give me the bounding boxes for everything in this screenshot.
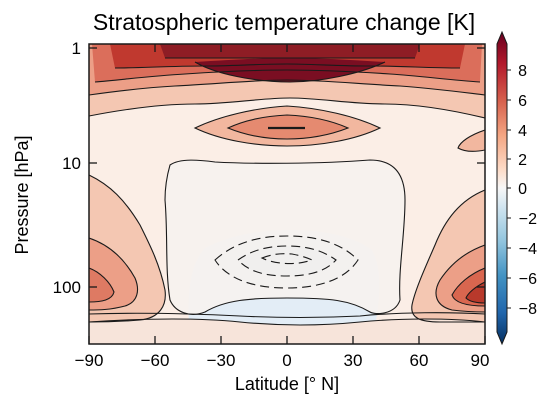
contour-line — [94, 69, 481, 83]
x-tick-label: 30 — [344, 351, 363, 370]
contour-line — [89, 312, 485, 319]
colorbar-tick-label: 0 — [518, 181, 527, 198]
x-axis-ticks — [88, 44, 486, 344]
y-axis-label: Pressure [hPa] — [12, 135, 32, 254]
contour-line — [226, 114, 350, 140]
contour-fill-neutral — [165, 160, 405, 315]
x-tick-label: −30 — [207, 351, 236, 370]
contour-line — [194, 61, 386, 83]
colorbar-ticks — [507, 69, 511, 309]
colorbar-tick-label: 6 — [518, 93, 527, 110]
contour-line — [89, 267, 115, 303]
colorbar-tick-label: 8 — [518, 63, 527, 80]
colorbar-tick-label: 4 — [518, 123, 527, 140]
colorbar-tick-label: −4 — [519, 241, 537, 258]
contour-fill-left-3 — [89, 268, 114, 302]
contour-fill-upper-5 — [160, 44, 420, 58]
colorbar-tick-label: −6 — [519, 271, 537, 288]
y-tick-label: 1 — [72, 39, 81, 58]
contour-lines — [89, 57, 485, 326]
x-tick-label: 60 — [410, 351, 429, 370]
y-tick-label: 100 — [53, 278, 81, 297]
contour-line — [457, 129, 485, 152]
colorbar — [496, 30, 508, 346]
contour-line — [89, 79, 485, 96]
chart-title: Stratospheric temperature change [K] — [93, 9, 475, 35]
negative-contour-line — [214, 235, 359, 289]
contour-line — [435, 244, 485, 313]
contour-line — [114, 63, 461, 69]
y-axis-ticks — [89, 47, 485, 288]
x-tick-label: 90 — [471, 351, 490, 370]
x-tick-label: −60 — [141, 351, 170, 370]
x-tick-label: −90 — [75, 351, 104, 370]
contour-line — [89, 97, 485, 119]
contour-line — [89, 318, 485, 326]
negative-contour-line — [260, 253, 314, 265]
contour-line — [164, 159, 406, 315]
contour-fill-bottom-band — [89, 319, 485, 344]
y-tick-label: 10 — [62, 154, 81, 173]
colorbar-tick-label: −2 — [519, 211, 537, 228]
colorbar-tick-label: 2 — [518, 152, 527, 169]
contour-line — [89, 174, 166, 323]
contour-fill-right-lobe — [458, 130, 485, 152]
x-axis-label: Latitude [° N] — [235, 374, 339, 394]
negative-contour-lines — [214, 235, 359, 289]
contour-line — [451, 267, 485, 307]
contour-line — [193, 105, 382, 147]
contour-line — [89, 237, 139, 311]
x-tick-label: 0 — [282, 351, 291, 370]
negative-contour-line — [237, 245, 337, 277]
colorbar-tick-label: −8 — [519, 301, 537, 318]
contour-field — [89, 44, 485, 344]
contour-line — [411, 189, 485, 323]
